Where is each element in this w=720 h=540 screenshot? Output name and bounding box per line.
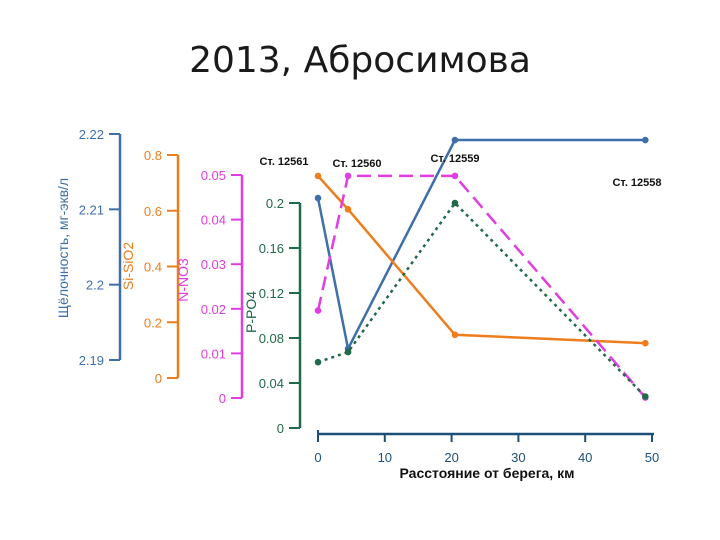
tick-label-alk: 2.22 xyxy=(79,127,104,142)
plot-area xyxy=(314,136,649,401)
station-label: Ст. 12558 xyxy=(612,177,661,189)
station-labels: Ст. 12561 Ст. 12560 Ст. 12559 Ст. 12558 xyxy=(259,153,661,189)
x-tick-label: 30 xyxy=(511,450,525,465)
tick-label-n: 0 xyxy=(219,391,226,406)
tick-label-n: 0.02 xyxy=(201,302,226,317)
tick-label-n: 0.04 xyxy=(201,213,226,228)
station-label: Ст. 12560 xyxy=(332,158,381,170)
station-label: Ст. 12559 xyxy=(430,153,479,165)
data-point-si xyxy=(451,331,459,339)
axis-label-n: N-NO3 xyxy=(175,258,191,302)
station-label: Ст. 12561 xyxy=(259,156,308,168)
tick-label-si: 0.8 xyxy=(144,148,162,163)
series-line-alk xyxy=(316,138,646,353)
x-tick-label: 10 xyxy=(378,450,392,465)
tick-label-p: 0.2 xyxy=(266,196,284,211)
data-point-p xyxy=(451,199,459,207)
x-tick-label: 20 xyxy=(444,450,458,465)
series-line-p xyxy=(317,201,647,398)
axis-label-p: P-PO4 xyxy=(243,291,259,333)
data-point-alk xyxy=(451,136,459,144)
tick-label-n: 0.05 xyxy=(201,168,226,183)
axes-layer: 2.19 2.2 2.21 2.22 Щёлочность, мг-экв/л 0 0.2 0… xyxy=(55,127,659,465)
page-title: 2013, Абросимова xyxy=(189,40,531,81)
tick-label-si: 0.6 xyxy=(144,204,162,219)
tick-label-p: 0.16 xyxy=(259,241,284,256)
tick-label-p: 0.04 xyxy=(259,376,284,391)
tick-label-p: 0 xyxy=(277,421,284,436)
data-point-p xyxy=(344,348,352,356)
tick-label-si: 0.4 xyxy=(144,260,162,275)
data-point-alk xyxy=(642,136,649,144)
series-line-si xyxy=(317,175,646,345)
data-point-p xyxy=(314,358,322,366)
tick-label-si: 0 xyxy=(155,371,162,386)
x-axis-label: Расстояние от берега, км xyxy=(400,465,575,481)
data-point-alk xyxy=(314,194,322,202)
series-line-n xyxy=(316,174,647,399)
tick-label-si: 0.2 xyxy=(144,315,162,330)
data-point-n xyxy=(451,172,459,180)
tick-label-alk: 2.19 xyxy=(79,353,104,368)
tick-label-p: 0.12 xyxy=(259,286,284,301)
x-tick-label: 40 xyxy=(578,450,592,465)
data-point-n xyxy=(344,172,352,180)
data-point-si xyxy=(344,206,352,213)
axis-label-si: Si-SiO2 xyxy=(120,242,136,290)
tick-label-n: 0.01 xyxy=(201,346,226,361)
x-tick-label: 0 xyxy=(314,450,321,465)
tick-label-n: 0.03 xyxy=(201,257,226,272)
tick-label-p: 0.08 xyxy=(259,331,284,346)
axis-label-alk: Щёлочность, мг-экв/л xyxy=(55,178,71,318)
tick-label-alk: 2.2 xyxy=(86,278,104,293)
data-point-n xyxy=(314,307,322,314)
data-point-si xyxy=(314,172,322,180)
data-point-p xyxy=(642,393,649,400)
data-point-si xyxy=(642,339,649,347)
x-tick-label: 50 xyxy=(645,450,659,465)
tick-label-alk: 2.21 xyxy=(79,202,104,217)
